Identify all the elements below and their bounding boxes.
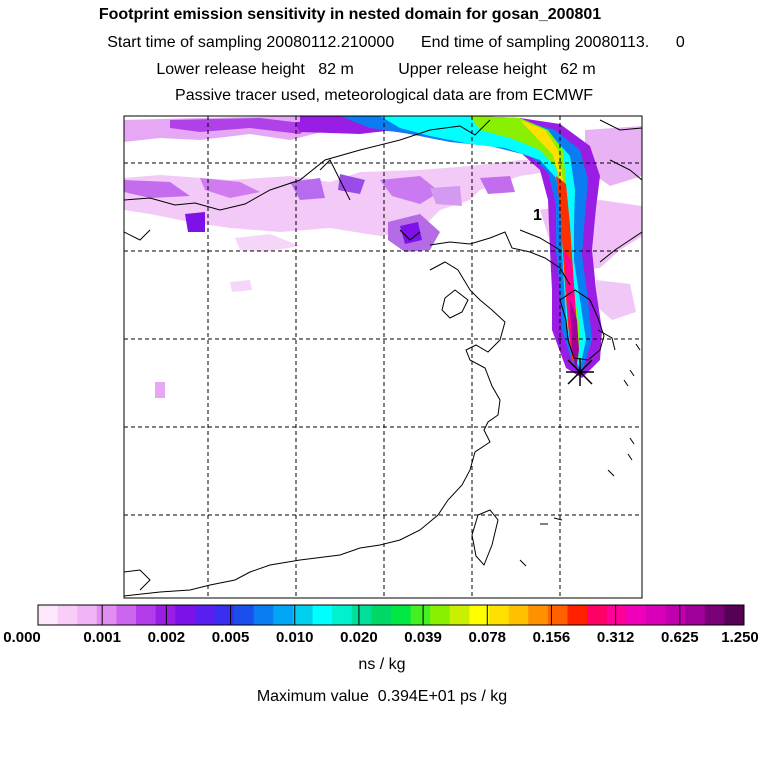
colorbar-swatch xyxy=(77,605,98,625)
release-heights: Lower release height 82 m Upper release … xyxy=(156,61,596,78)
colorbar-swatch xyxy=(528,605,549,625)
colorbar-swatch xyxy=(96,605,117,625)
colorbar-swatch xyxy=(312,605,333,625)
colorbar-swatch xyxy=(410,605,431,625)
colorbar-frame xyxy=(37,604,745,626)
colorbar-swatch xyxy=(508,605,529,625)
colorbar-swatch xyxy=(214,605,235,625)
colorbar-tick-label: 0.010 xyxy=(275,629,314,646)
colorbar-swatch xyxy=(704,605,725,625)
colorbar-swatch xyxy=(253,605,274,625)
colorbar-swatch xyxy=(685,605,706,625)
map-frame xyxy=(123,115,643,599)
colorbar-swatch xyxy=(724,605,745,625)
colorbar-swatch xyxy=(38,605,59,625)
colorbar-swatch xyxy=(175,605,196,625)
lat-lon-grid xyxy=(124,116,642,598)
colorbar-tick-label: 0.312 xyxy=(596,629,635,646)
maximum-value: Maximum value 0.394E+01 ps / kg xyxy=(256,688,508,705)
tracer-note: Passive tracer used, meteorological data… xyxy=(175,87,593,104)
colorbar-tick-label: 0.000 xyxy=(3,629,41,646)
colorbar-tick-label: 0.005 xyxy=(211,629,250,646)
colorbar-swatch xyxy=(371,605,392,625)
colorbar-swatch xyxy=(292,605,314,625)
colorbar-swatch xyxy=(391,605,412,625)
sampling-times: Start time of sampling 20080112.210000 E… xyxy=(107,34,685,51)
plume-label: 1 xyxy=(533,207,542,224)
colorbar-swatch xyxy=(606,605,627,625)
colorbar-swatch xyxy=(626,605,647,625)
colorbar-tick-label: 0.156 xyxy=(532,629,571,646)
colorbar-swatch xyxy=(57,605,78,625)
colorbar-swatch xyxy=(449,605,470,625)
colorbar-swatch xyxy=(489,605,510,625)
colorbar-tick-label: 0.625 xyxy=(661,629,699,646)
colorbar-swatch xyxy=(351,605,372,625)
colorbar-tick-label: 0.078 xyxy=(468,629,507,646)
colorbar-tick-label: 0.001 xyxy=(83,629,121,646)
colorbar-tick-label: 0.039 xyxy=(404,629,442,646)
colorbar-unit: ns / kg xyxy=(358,656,406,673)
release-location-marker xyxy=(566,358,594,386)
colorbar-swatch xyxy=(136,605,157,625)
colorbar-swatch xyxy=(116,605,137,625)
colorbar-swatch xyxy=(547,605,568,625)
colorbar-tick-label: 0.002 xyxy=(147,629,186,646)
colorbar-swatch xyxy=(469,605,490,625)
map-title: Footprint emission sensitivity in nested… xyxy=(98,6,602,23)
colorbar-swatch xyxy=(587,605,608,625)
colorbar-swatch xyxy=(332,605,353,625)
colorbar-swatch xyxy=(567,605,588,625)
colorbar-tick-label: 1.250 xyxy=(721,629,759,646)
colorbar-swatch xyxy=(430,605,451,625)
colorbar-swatch xyxy=(155,605,176,625)
map-panel: 1 xyxy=(124,116,642,598)
colorbar xyxy=(37,604,745,626)
colorbar-swatch xyxy=(194,605,215,625)
colorbar-tick-label: 0.020 xyxy=(340,629,378,646)
colorbar-swatch xyxy=(273,605,294,625)
colorbar-swatch xyxy=(234,605,255,625)
colorbar-swatch xyxy=(665,605,686,625)
colorbar-swatch xyxy=(645,605,667,625)
